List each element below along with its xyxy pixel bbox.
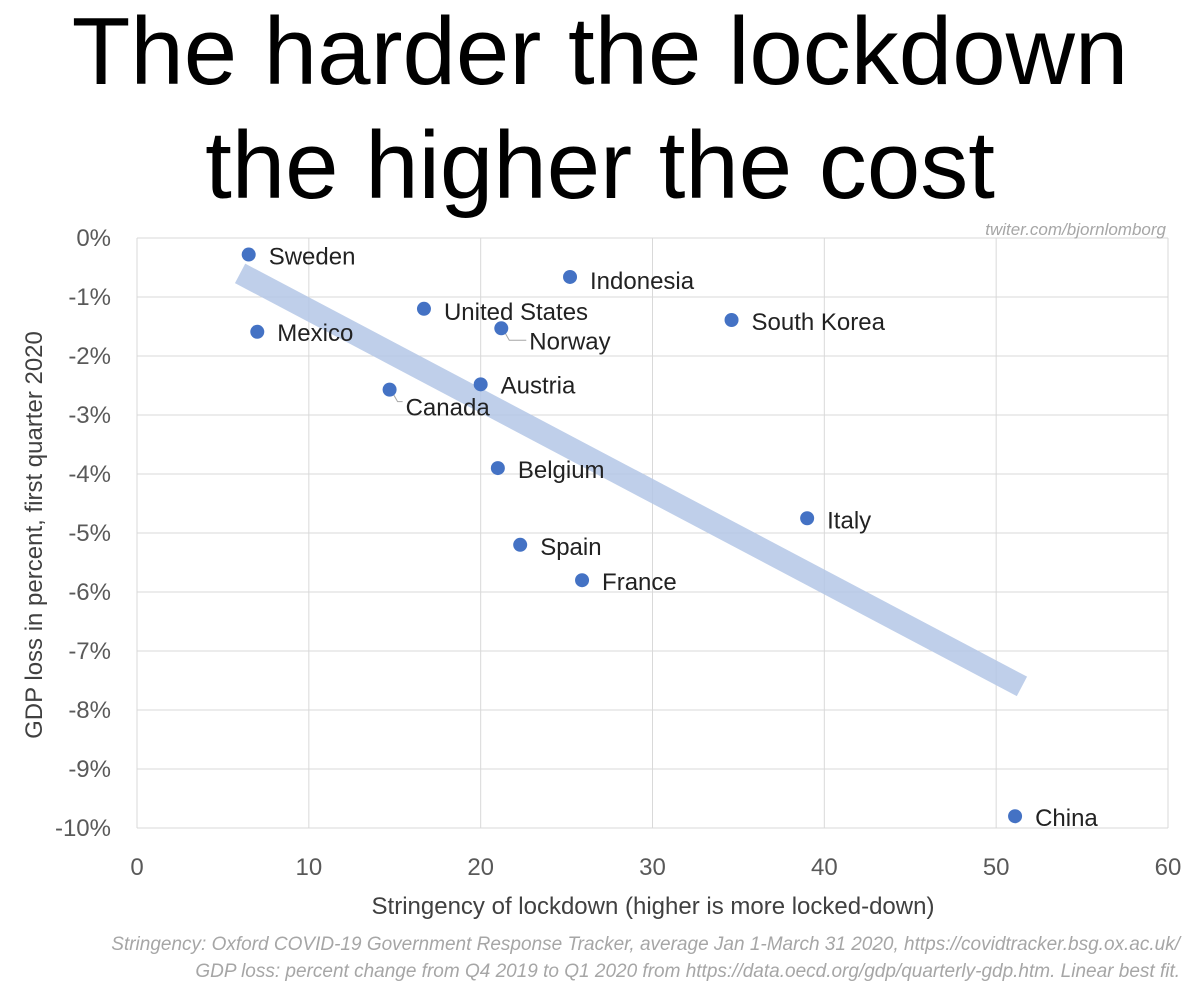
- y-tick-label: -4%: [68, 461, 111, 488]
- y-tick-label: -6%: [68, 579, 111, 606]
- trendline-group: [234, 263, 1028, 697]
- x-axis-label: Stringency of lockdown (higher is more l…: [372, 893, 935, 920]
- chart-title-line-2: the higher the cost: [205, 112, 995, 219]
- data-point-china: [1008, 809, 1023, 824]
- leader-line-norway: [504, 333, 527, 341]
- data-point-south-korea: [724, 313, 739, 328]
- y-tick-label: 0%: [76, 225, 111, 252]
- data-point-france: [575, 573, 590, 588]
- data-label-south-korea: South Korea: [752, 309, 886, 336]
- source-note-gdp: GDP loss: percent change from Q4 2019 to…: [195, 961, 1180, 982]
- data-label-canada: Canada: [406, 395, 491, 422]
- axis-ticks: 0% -1% -2% -3% -4% -5% -6% -7% -8% -9% -10% 0 10 20 30…: [55, 225, 1181, 881]
- y-tick-label: -5%: [68, 520, 111, 547]
- y-tick-label: -1%: [68, 284, 111, 311]
- data-label-france: France: [602, 569, 677, 596]
- x-tick-label: 10: [295, 854, 322, 881]
- data-point-spain: [513, 537, 528, 552]
- watermark-text: twiter.com/bjornlomborg: [985, 220, 1166, 239]
- data-label-indonesia: Indonesia: [590, 268, 695, 295]
- linear-trendline: [234, 263, 1028, 697]
- data-label-spain: Spain: [540, 534, 601, 561]
- data-point-united-states: [416, 301, 431, 316]
- data-label-belgium: Belgium: [518, 457, 605, 484]
- leader-line-canada: [393, 394, 403, 403]
- data-label-china: China: [1035, 805, 1098, 832]
- data-label-norway: Norway: [529, 328, 610, 355]
- y-tick-label: -3%: [68, 402, 111, 429]
- x-tick-label: 40: [811, 854, 838, 881]
- y-tick-label: -7%: [68, 638, 111, 665]
- x-tick-label: 30: [639, 854, 666, 881]
- y-tick-label: -9%: [68, 756, 111, 783]
- data-point-indonesia: [563, 269, 578, 284]
- data-label-sweden: Sweden: [269, 244, 356, 271]
- data-point-canada: [382, 382, 397, 397]
- data-label-mexico: Mexico: [277, 320, 353, 347]
- data-label-austria: Austria: [501, 372, 576, 399]
- data-point-sweden: [241, 247, 256, 262]
- grid-lines: [136, 237, 1169, 829]
- data-point-mexico: [250, 324, 265, 339]
- y-tick-label: -10%: [55, 815, 111, 842]
- x-tick-label: 20: [467, 854, 494, 881]
- chart-title-line-1: The harder the lockdown: [71, 0, 1129, 105]
- y-tick-label: -8%: [68, 697, 111, 724]
- source-note-stringency: Stringency: Oxford COVID-19 Government R…: [111, 934, 1180, 955]
- data-point-austria: [473, 377, 488, 392]
- y-axis-label: GDP loss in percent, first quarter 2020: [21, 331, 48, 739]
- data-label-united-states: United States: [444, 299, 588, 326]
- x-tick-label: 60: [1155, 854, 1182, 881]
- data-point-belgium: [490, 461, 505, 476]
- x-tick-label: 50: [983, 854, 1010, 881]
- data-point-italy: [800, 511, 815, 526]
- x-tick-label: 0: [130, 854, 143, 881]
- y-tick-label: -2%: [68, 343, 111, 370]
- data-point-norway: [494, 321, 509, 336]
- data-label-italy: Italy: [827, 507, 871, 534]
